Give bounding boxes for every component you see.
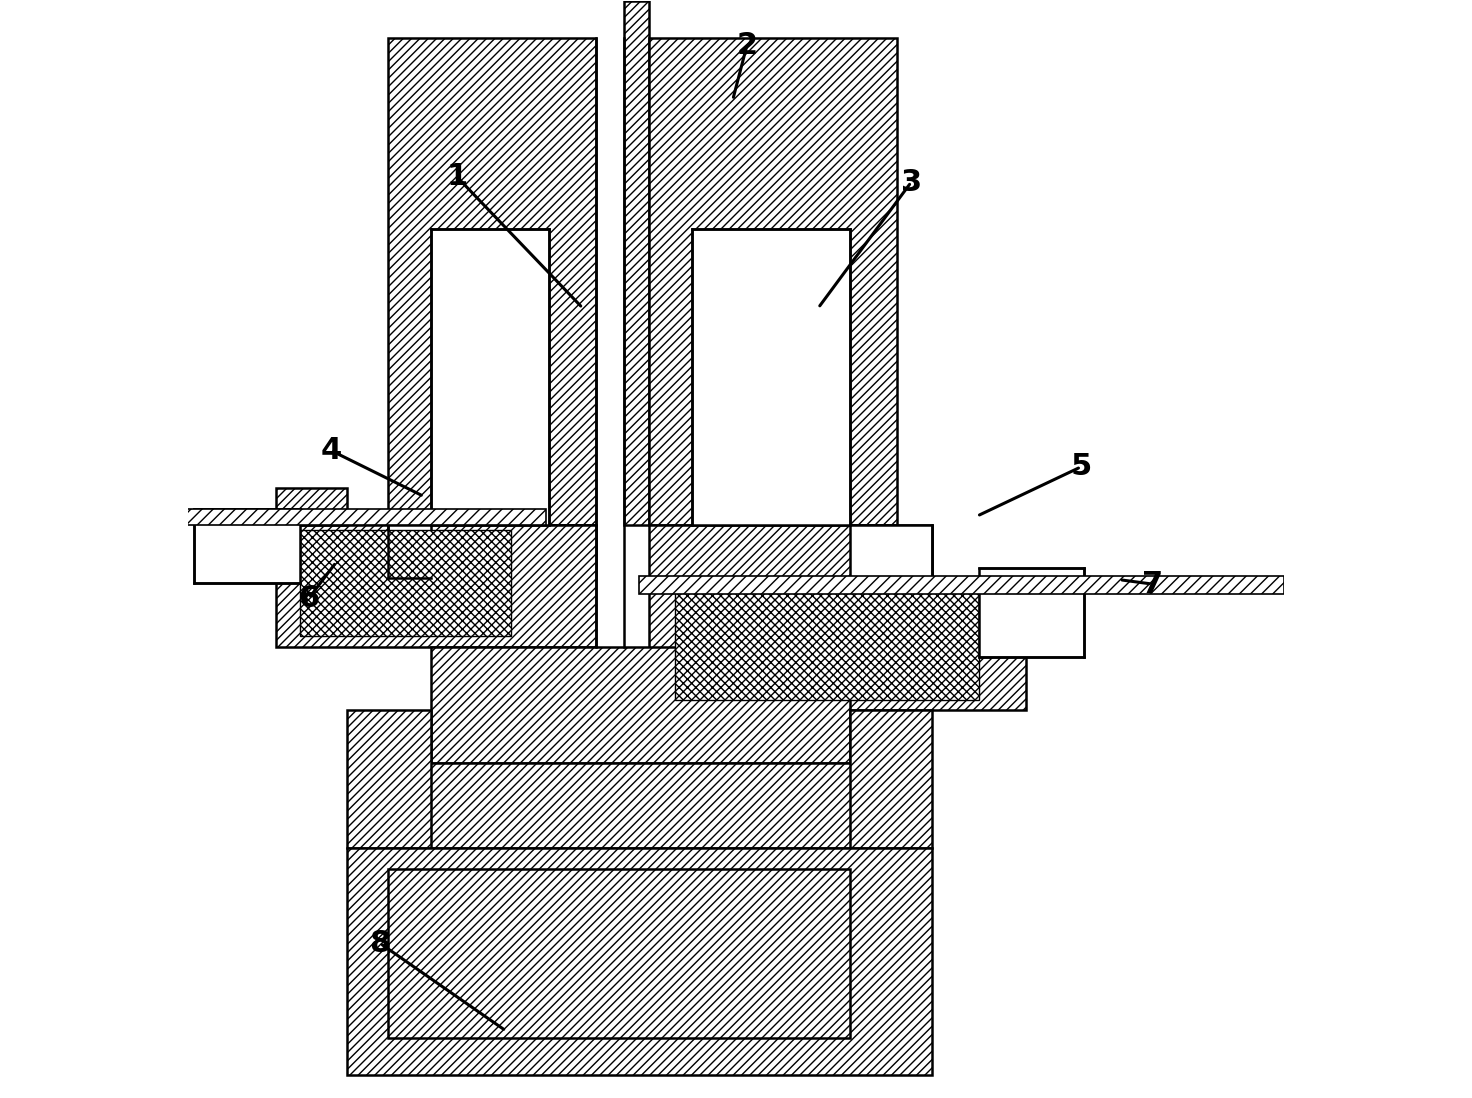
Bar <box>346 710 431 848</box>
Text: 1: 1 <box>446 163 467 191</box>
Bar <box>431 228 549 525</box>
Bar <box>300 530 511 637</box>
Bar <box>346 525 596 579</box>
Text: 3: 3 <box>901 168 921 197</box>
Bar <box>130 509 546 525</box>
Bar <box>277 489 346 525</box>
Bar <box>639 576 1284 594</box>
Bar <box>206 525 300 573</box>
Text: 8: 8 <box>369 929 390 957</box>
Bar <box>387 870 851 1039</box>
Bar <box>431 647 851 763</box>
Bar <box>649 579 1026 710</box>
Bar <box>387 763 896 848</box>
Text: 7: 7 <box>1142 570 1163 598</box>
Bar <box>979 579 1073 647</box>
Bar <box>851 710 932 848</box>
Bar <box>387 525 431 579</box>
Bar <box>979 568 1085 658</box>
Bar <box>387 38 596 525</box>
Bar <box>674 583 979 699</box>
Bar <box>277 525 596 647</box>
Text: 6: 6 <box>299 584 319 613</box>
Bar <box>851 525 932 579</box>
Bar <box>624 1 649 525</box>
Text: 4: 4 <box>319 436 342 464</box>
Bar <box>194 509 300 583</box>
Bar <box>649 525 932 579</box>
Bar <box>649 38 896 525</box>
Bar <box>692 228 851 525</box>
Bar <box>346 848 932 1075</box>
Text: 5: 5 <box>1070 452 1092 481</box>
Text: 2: 2 <box>736 31 758 59</box>
